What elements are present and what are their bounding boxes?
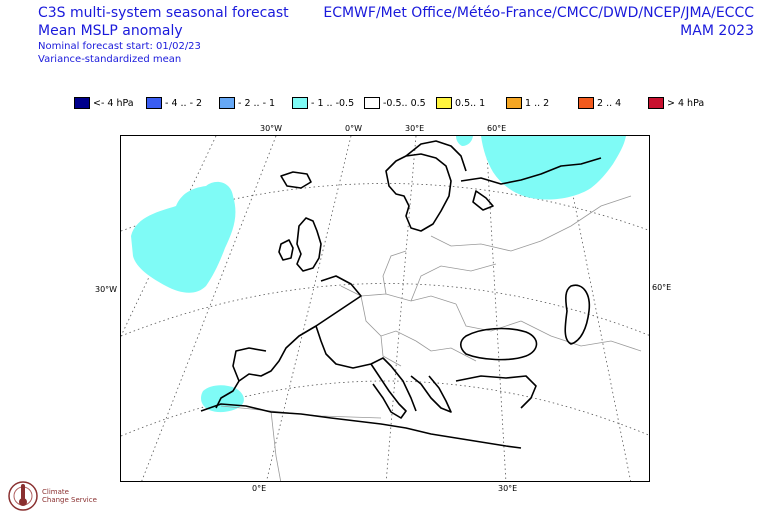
legend-label: 2 .. 4 <box>597 97 622 109</box>
legend-swatch <box>578 97 594 109</box>
title-right-block: ECMWF/Met Office/Météo-France/CMCC/DWD/N… <box>323 4 754 40</box>
legend-swatch <box>506 97 522 109</box>
logo-line2: Change Service <box>42 496 97 504</box>
legend-swatch <box>219 97 235 109</box>
subtitle-line1: Nominal forecast start: 01/02/23 <box>38 41 201 52</box>
legend-swatch <box>648 97 664 109</box>
lon-label-bottom: 30°E <box>498 484 518 493</box>
lon-label-top: 30°W <box>260 124 283 133</box>
legend-label: > 4 hPa <box>667 97 705 109</box>
legend-label: 1 .. 2 <box>525 97 550 109</box>
legend-label: - 2 .. - 1 <box>238 97 276 109</box>
anomaly-region-cape <box>456 136 473 146</box>
title-block: C3S multi-system seasonal forecast Mean … <box>38 4 289 66</box>
map-canvas <box>121 136 649 481</box>
legend-swatch <box>146 97 162 109</box>
legend-item: - 1 .. -0.5 <box>292 96 354 110</box>
legend-item: 2 .. 4 <box>578 96 621 110</box>
legend-item: 1 .. 2 <box>506 96 549 110</box>
logo-line1: Climate <box>42 488 69 496</box>
legend-label: <- 4 hPa <box>93 97 134 109</box>
title-line2: Mean MSLP anomaly <box>38 23 183 39</box>
legend-item: <- 4 hPa <box>74 96 134 110</box>
anomaly-region-arctic <box>481 136 626 200</box>
lon-label-top: 60°E <box>487 124 507 133</box>
legend-swatch <box>292 97 308 109</box>
legend-label: - 4 .. - 2 <box>165 97 203 109</box>
lon-label-top: 30°E <box>405 124 425 133</box>
lon-label-bottom: 0°E <box>252 484 267 493</box>
legend-item: - 2 .. - 1 <box>219 96 275 110</box>
anomaly-region-atlantic <box>131 181 236 293</box>
title-line1: C3S multi-system seasonal forecast <box>38 5 289 21</box>
copernicus-logo: Climate Change Service <box>6 478 106 518</box>
legend-label: - 1 .. -0.5 <box>311 97 355 109</box>
legend-item: 0.5.. 1 <box>436 96 485 110</box>
thermometer-logo-icon <box>8 481 38 511</box>
lon-label-top: 0°W <box>345 124 362 133</box>
legend-swatch <box>364 97 380 109</box>
legend-item: - 4 .. - 2 <box>146 96 202 110</box>
map-panel <box>120 135 650 482</box>
logo-text: Climate Change Service <box>42 488 97 504</box>
legend-label: -0.5.. 0.5 <box>383 97 426 109</box>
legend-label: 0.5.. 1 <box>455 97 486 109</box>
legend-swatch <box>436 97 452 109</box>
lon-label-right: 60°E <box>652 283 672 292</box>
legend-item: -0.5.. 0.5 <box>364 96 426 110</box>
season-label: MAM 2023 <box>680 23 754 39</box>
legend-item: > 4 hPa <box>648 96 704 110</box>
lon-label-left: 30°W <box>95 285 118 294</box>
centres-list: ECMWF/Met Office/Météo-France/CMCC/DWD/N… <box>323 5 754 21</box>
legend-swatch <box>74 97 90 109</box>
coastlines <box>200 140 602 449</box>
subtitle-line2: Variance-standardized mean <box>38 54 182 65</box>
